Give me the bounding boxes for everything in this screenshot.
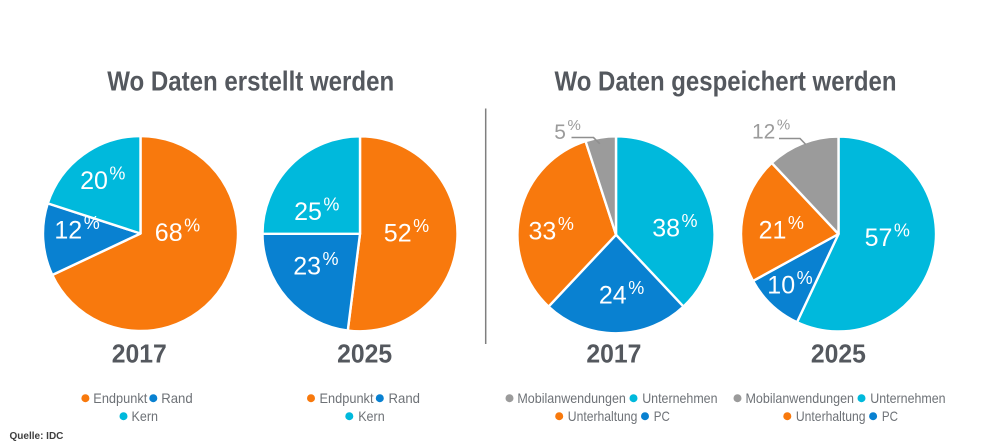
svg-text:Kern: Kern [358,408,385,424]
svg-text:Quelle: IDC: Quelle: IDC [10,431,64,442]
svg-text:68%: 68% [155,216,200,248]
svg-text:Unterhaltung: Unterhaltung [568,408,638,424]
svg-text:Wo Daten erstellt werden: Wo Daten erstellt werden [107,66,394,97]
svg-text:Rand: Rand [161,390,193,406]
svg-text:Kern: Kern [132,408,159,424]
svg-text:Unternehmen: Unternehmen [870,390,945,406]
svg-text:PC: PC [654,408,670,424]
svg-text:Endpunkt: Endpunkt [320,390,374,406]
svg-text:PC: PC [882,408,898,424]
svg-text:2017: 2017 [586,339,641,369]
svg-text:Unterhaltung: Unterhaltung [796,408,866,424]
svg-text:33%: 33% [529,214,574,246]
svg-text:Mobilanwendungen: Mobilanwendungen [746,390,855,406]
svg-text:23%: 23% [293,249,338,281]
svg-text:Mobilanwendungen: Mobilanwendungen [517,390,626,406]
svg-text:57%: 57% [865,220,910,252]
svg-text:Rand: Rand [389,390,421,406]
svg-text:2025: 2025 [337,339,392,369]
svg-text:Unternehmen: Unternehmen [642,390,717,406]
svg-text:12%: 12% [752,117,790,144]
svg-text:Endpunkt: Endpunkt [93,390,147,406]
svg-text:Wo Daten gespeichert werden: Wo Daten gespeichert werden [555,66,897,97]
svg-text:2025: 2025 [811,339,866,369]
svg-text:2017: 2017 [112,339,167,369]
